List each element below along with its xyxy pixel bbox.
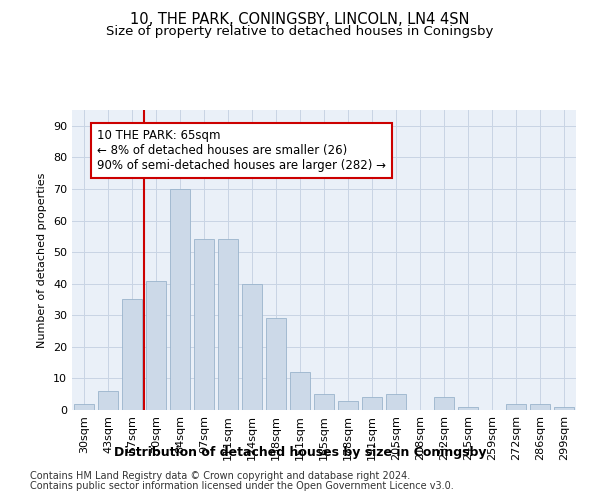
Bar bbox=[98, 391, 118, 410]
Bar bbox=[170, 189, 190, 410]
Bar bbox=[338, 400, 358, 410]
Bar bbox=[266, 318, 286, 410]
Bar bbox=[530, 404, 550, 410]
Bar bbox=[122, 300, 142, 410]
Bar bbox=[554, 407, 574, 410]
Bar bbox=[218, 240, 238, 410]
Text: 10, THE PARK, CONINGSBY, LINCOLN, LN4 4SN: 10, THE PARK, CONINGSBY, LINCOLN, LN4 4S… bbox=[130, 12, 470, 28]
Bar bbox=[146, 280, 166, 410]
Bar bbox=[362, 398, 382, 410]
Bar bbox=[506, 404, 526, 410]
Bar bbox=[290, 372, 310, 410]
Bar bbox=[242, 284, 262, 410]
Text: Size of property relative to detached houses in Coningsby: Size of property relative to detached ho… bbox=[106, 25, 494, 38]
Y-axis label: Number of detached properties: Number of detached properties bbox=[37, 172, 47, 348]
Text: Contains HM Land Registry data © Crown copyright and database right 2024.: Contains HM Land Registry data © Crown c… bbox=[30, 471, 410, 481]
Bar bbox=[434, 398, 454, 410]
Bar bbox=[74, 404, 94, 410]
Text: Distribution of detached houses by size in Coningsby: Distribution of detached houses by size … bbox=[114, 446, 486, 459]
Text: 10 THE PARK: 65sqm
← 8% of detached houses are smaller (26)
90% of semi-detached: 10 THE PARK: 65sqm ← 8% of detached hous… bbox=[97, 129, 386, 172]
Text: Contains public sector information licensed under the Open Government Licence v3: Contains public sector information licen… bbox=[30, 481, 454, 491]
Bar bbox=[386, 394, 406, 410]
Bar bbox=[458, 407, 478, 410]
Bar bbox=[314, 394, 334, 410]
Bar bbox=[194, 240, 214, 410]
